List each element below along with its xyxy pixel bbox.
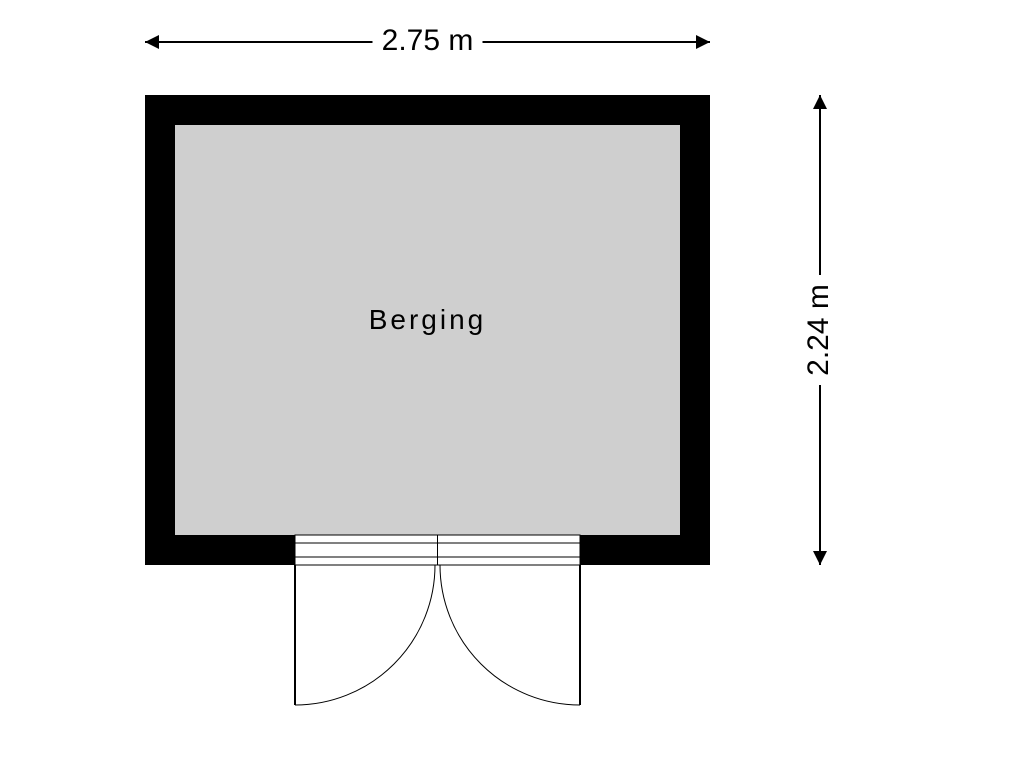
dim-arrowhead <box>696 35 710 49</box>
wall-left <box>145 95 175 565</box>
dim-top-label: 2.75 m <box>382 24 474 57</box>
dim-arrowhead <box>145 35 159 49</box>
dim-arrowhead <box>813 95 827 109</box>
wall-bottom-left <box>145 535 295 565</box>
wall-bottom-right <box>580 535 710 565</box>
room-label: Berging <box>369 304 487 335</box>
door-arc-left <box>295 565 435 705</box>
door-arc-right <box>440 565 580 705</box>
dim-right-label: 2.24 m <box>802 284 835 376</box>
wall-top <box>145 95 710 125</box>
dim-arrowhead <box>813 551 827 565</box>
wall-right <box>680 95 710 565</box>
